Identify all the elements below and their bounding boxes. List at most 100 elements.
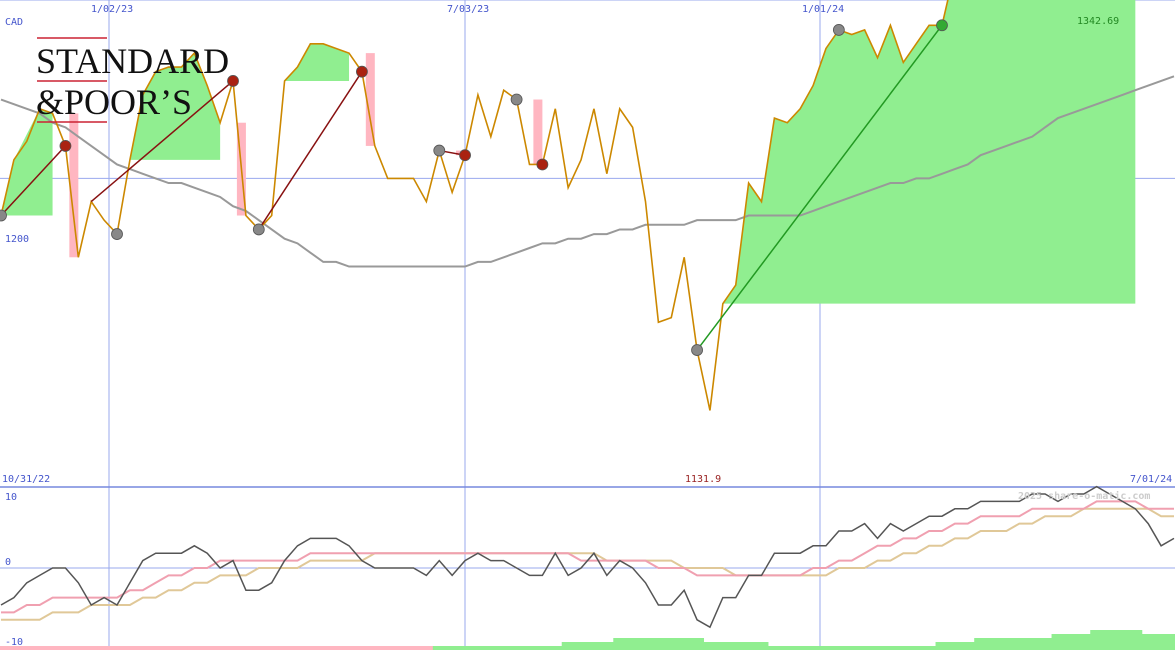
up-trend-fill — [722, 0, 1136, 304]
oscillator-line — [0, 485, 1175, 629]
up-trend-fill — [129, 53, 221, 160]
trend-lines — [0, 24, 943, 351]
trade-markers — [0, 19, 948, 356]
volume-bar — [1038, 638, 1053, 650]
logo-line2: &POOR’S — [36, 82, 192, 122]
high-value-label: 1342.69 — [1077, 16, 1119, 27]
volume-bar — [1090, 630, 1104, 650]
volume-bar — [651, 638, 666, 650]
volume-bar — [316, 646, 331, 650]
volume-bar — [458, 646, 472, 650]
volume-bar — [200, 646, 215, 650]
up-trend-line — [696, 24, 943, 351]
volume-bar — [755, 642, 769, 650]
x-tick-label-3: 1/01/24 — [802, 4, 844, 15]
volume-bar — [46, 646, 60, 650]
volume-bar — [0, 646, 8, 650]
volume-bar — [497, 646, 511, 650]
volume-bar — [1141, 634, 1156, 650]
volume-bar — [1115, 630, 1130, 650]
volume-bar — [767, 646, 782, 650]
price-line — [0, 0, 949, 411]
volume-bar — [226, 646, 240, 650]
osc-y-tick-neg10: -10 — [5, 637, 23, 648]
volume-bar — [381, 646, 395, 650]
volume-bar — [33, 646, 47, 650]
watermark: 2025 share-o-matic.com — [1018, 490, 1150, 502]
down-trend-fill — [533, 99, 543, 165]
down-trend-line — [0, 145, 67, 217]
volume-bar — [793, 646, 808, 650]
volume-bar — [677, 638, 692, 650]
volume-bar — [819, 646, 833, 650]
volume-bar — [355, 646, 369, 650]
volume-bar — [252, 646, 266, 650]
volume-bar — [291, 646, 305, 650]
volume-bar — [806, 646, 821, 650]
moving-average — [0, 75, 1175, 268]
x-tick-label-2: 7/03/23 — [447, 4, 489, 15]
volume-bar — [1051, 634, 1065, 650]
volume-bar — [626, 638, 640, 650]
start-date-label: 10/31/22 — [2, 474, 50, 485]
y-level-label: 1200 — [5, 234, 29, 245]
signal-marker — [510, 93, 523, 106]
volume-bar — [20, 646, 34, 650]
volume-bar — [368, 646, 382, 650]
sell-marker — [536, 158, 549, 171]
moving-average-line — [0, 75, 1175, 268]
volume-bar — [742, 642, 756, 650]
volume-bar — [883, 646, 898, 650]
end-date-label: 7/01/24 — [1130, 474, 1172, 485]
volume-bar — [471, 646, 485, 650]
volume-bar — [175, 646, 189, 650]
x-tick-label-1: 1/02/23 — [91, 4, 133, 15]
volume-bar — [71, 646, 86, 650]
volume-bar — [600, 642, 614, 650]
volume-bar — [265, 646, 279, 650]
volume-bar — [1012, 638, 1027, 650]
volume-bar — [1025, 638, 1040, 650]
volume-bar — [1154, 634, 1169, 650]
volume-bar — [523, 646, 537, 650]
signal-marker — [0, 209, 7, 222]
volume-bar — [1128, 630, 1143, 650]
volume-bar — [110, 646, 124, 650]
signal-marker — [691, 344, 703, 356]
volume-bar — [394, 646, 408, 650]
down-trend-fill — [69, 113, 79, 258]
volume-bar — [574, 642, 588, 650]
logo-line1: STANDARD — [36, 41, 229, 81]
signal-fast-line — [1, 500, 1174, 614]
volume-bar — [535, 646, 550, 650]
volume-bar — [922, 646, 937, 650]
volume-bar — [303, 646, 318, 650]
volume-bar — [561, 642, 576, 650]
volume-bar — [510, 646, 524, 650]
volume-bar — [690, 638, 705, 650]
volume-bar — [97, 646, 112, 650]
sell-marker — [356, 65, 368, 78]
up-trend-fill — [1, 108, 53, 216]
oscillator-panel — [0, 485, 1175, 650]
volume-bar — [639, 638, 653, 650]
volume-bar — [1064, 634, 1078, 650]
volume-bar — [999, 638, 1014, 650]
signal-marker — [111, 228, 123, 240]
volume-bar — [548, 646, 563, 650]
low-value-label: 1131.9 — [685, 474, 721, 485]
volume-bar — [780, 646, 795, 650]
volume-bar — [1167, 634, 1175, 650]
volume-bar — [871, 646, 885, 650]
volume-bar — [407, 646, 421, 650]
volume-bar — [484, 646, 498, 650]
volume-bar — [213, 646, 228, 650]
volume-bar — [948, 642, 962, 650]
signal-slow-line — [1, 507, 1174, 621]
volume-bar — [329, 646, 344, 650]
volume-bar — [187, 646, 202, 650]
volume-bar — [961, 642, 975, 650]
currency-label: CAD — [5, 17, 23, 28]
volume-bar — [432, 646, 447, 650]
volume-bar — [716, 642, 730, 650]
